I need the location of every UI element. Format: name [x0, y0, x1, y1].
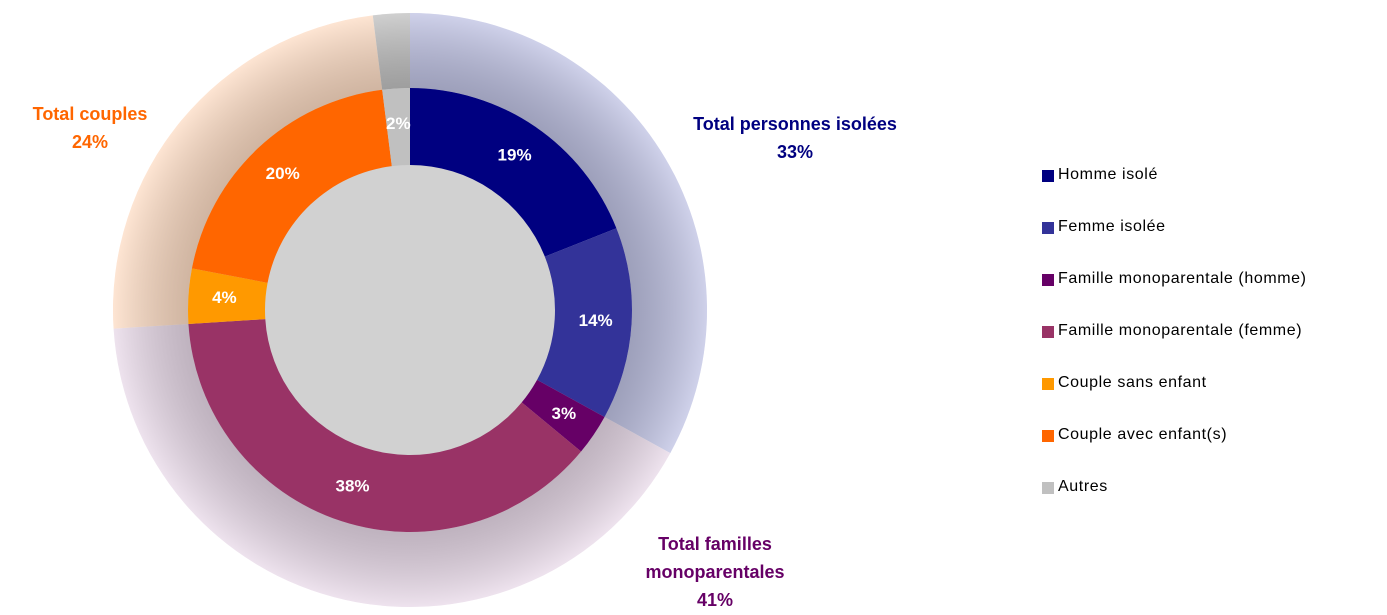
outer-label-value: 33% [776, 142, 814, 162]
data-label: 3% [552, 404, 577, 423]
data-label: 2% [386, 114, 411, 133]
legend-item: Autres [1042, 478, 1307, 530]
chart: 19% 14% 3% 38% 4% 20% 2% [112, 13, 707, 607]
legend-item: Couple sans enfant [1042, 374, 1307, 426]
outer-label-name: Total personnes isolées [693, 114, 897, 134]
legend-item: Femme isolée [1042, 218, 1307, 270]
inner-segment [191, 89, 392, 283]
legend-label: Homme isolé [1058, 166, 1158, 183]
outer-label: Total personnes isolées 33% [690, 110, 900, 166]
outer-label-name: Total familles monoparentales [645, 534, 785, 582]
legend-label: Couple avec enfant(s) [1058, 426, 1228, 443]
outer-label-value: 24% [71, 132, 109, 152]
data-label: 20% [266, 164, 300, 183]
legend-label: Femme isolée [1058, 218, 1166, 235]
legend-label: Couple sans enfant [1058, 374, 1207, 391]
legend-label: Autres [1058, 478, 1108, 495]
inner-segment [188, 319, 582, 532]
data-label: 19% [498, 146, 532, 165]
inner-segment [521, 379, 605, 452]
legend-swatch [1042, 274, 1054, 286]
legend-swatch [1042, 326, 1054, 338]
legend: Homme isolé Femme isolée Famille monoparen… [1042, 166, 1307, 530]
inner-segment [382, 88, 410, 167]
data-label: 14% [579, 311, 613, 330]
legend-label: Famille monoparentale (homme) [1058, 270, 1307, 287]
inner-segment [410, 88, 617, 257]
legend-swatch [1042, 378, 1054, 390]
data-label: 4% [212, 288, 237, 307]
legend-item: Homme isolé [1042, 166, 1307, 218]
outer-label: Total familles monoparentales 41% [600, 530, 830, 614]
outer-label-value: 41% [696, 590, 734, 610]
legend-swatch [1042, 430, 1054, 442]
legend-label: Famille monoparentale (femme) [1058, 322, 1303, 339]
inner-segment [188, 268, 268, 324]
legend-swatch [1042, 222, 1054, 234]
outer-label-name: Total couples [32, 104, 148, 124]
legend-item: Famille monoparentale (femme) [1042, 322, 1307, 374]
legend-item: Couple avec enfant(s) [1042, 426, 1307, 478]
inner-segment [537, 228, 633, 417]
legend-swatch [1042, 482, 1054, 494]
data-label: 38% [336, 476, 370, 495]
legend-item: Famille monoparentale (homme) [1042, 270, 1307, 322]
legend-swatch [1042, 170, 1054, 182]
outer-label: Total couples 24% [0, 100, 180, 156]
